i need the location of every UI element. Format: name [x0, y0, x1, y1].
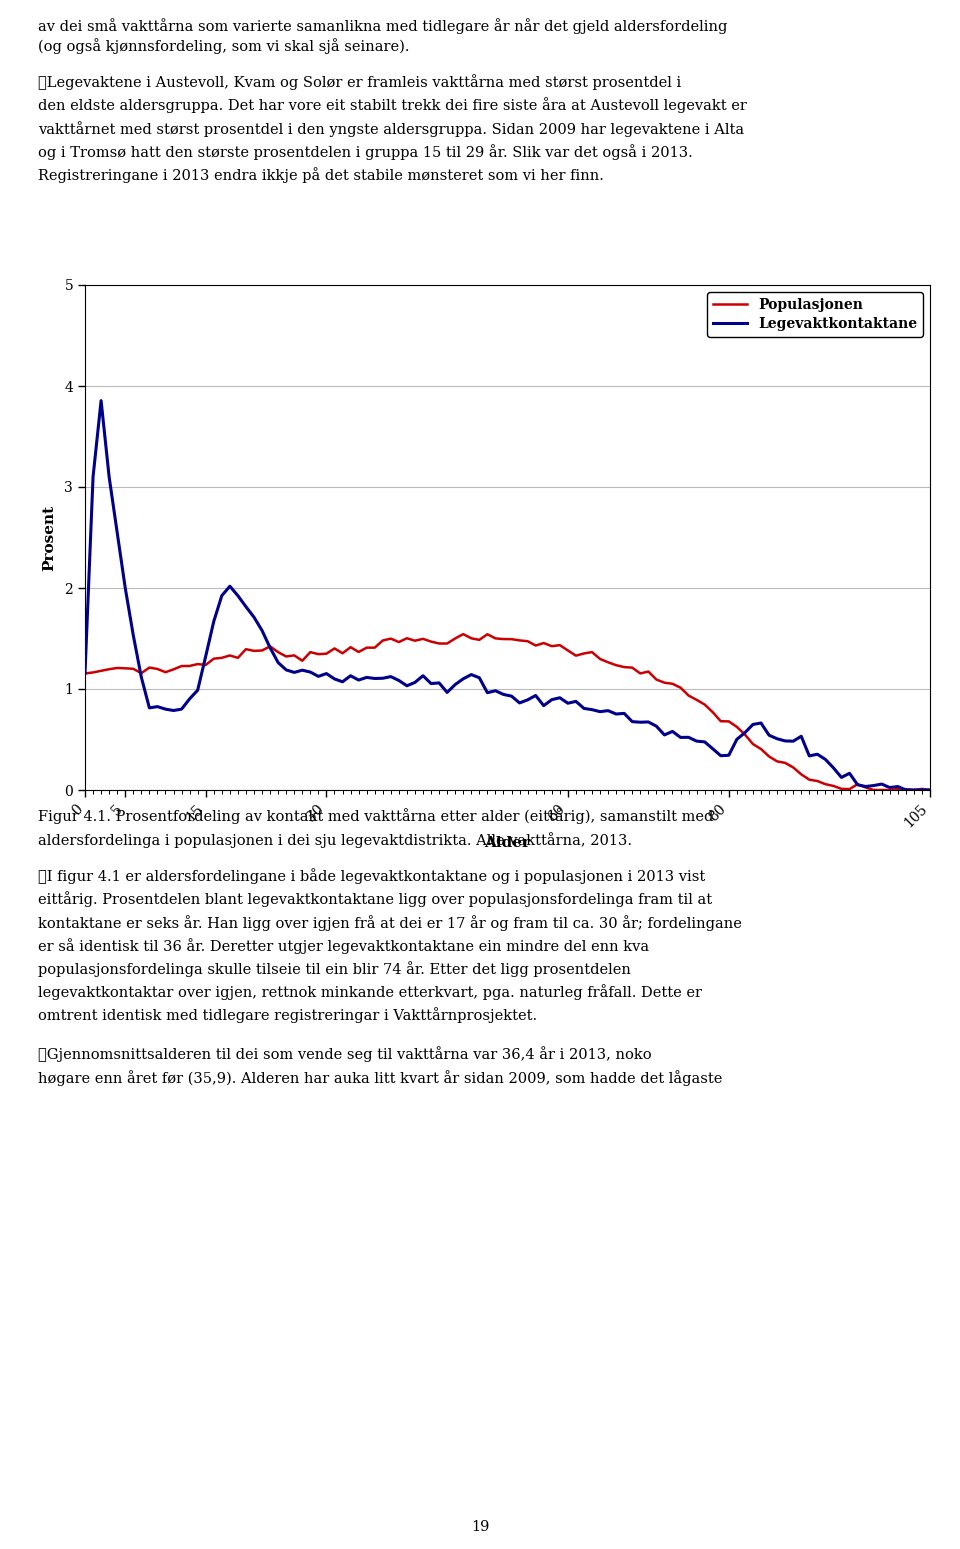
Text: legevaktkontaktar over igjen, rettnok minkande etterkvart, pga. naturleg fråfall: legevaktkontaktar over igjen, rettnok mi…: [38, 984, 703, 1001]
Populasjonen: [666, 674, 678, 692]
Legend: Populasjonen, Legevaktkontaktane: Populasjonen, Legevaktkontaktane: [707, 291, 924, 336]
Legevaktkontaktane: [587, 700, 598, 719]
Populasjonen: [635, 665, 646, 683]
Text: er så identisk til 36 år. Deretter utgjer legevaktkontaktane ein mindre del enn : er så identisk til 36 år. Deretter utgje…: [38, 937, 650, 954]
Populasjonen: [458, 624, 469, 643]
Text: omtrent identisk med tidlegare registreringar i Vakttårnprosjektet.: omtrent identisk med tidlegare registrer…: [38, 1007, 538, 1024]
Legevaktkontaktane: [924, 781, 936, 799]
Populasjonen: [578, 644, 589, 663]
Text: aldersfordelinga i populasjonen i dei sju legevaktdistrikta. Alle vakttårna, 201: aldersfordelinga i populasjonen i dei sj…: [38, 832, 633, 847]
Legevaktkontaktane: [578, 699, 589, 717]
Text: av dei små vakttårna som varierte samanlikna med tidlegare år når det gjeld alde: av dei små vakttårna som varierte samanl…: [38, 19, 728, 34]
Text: vakttårnet med størst prosentdel i den yngste aldersgruppa. Sidan 2009 har legev: vakttårnet med størst prosentdel i den y…: [38, 121, 745, 136]
Populasjonen: [104, 660, 115, 678]
Text: Registreringane i 2013 endra ikkje på det stabile mønsteret som vi her finn.: Registreringane i 2013 endra ikkje på de…: [38, 167, 604, 183]
Populasjonen: [868, 781, 879, 799]
Y-axis label: Prosent: Prosent: [42, 505, 56, 570]
Legevaktkontaktane: [95, 392, 107, 410]
Text: Gjennomsnittsalderen til dei som vende seg til vakttårna var 36,4 år i 2013, nok: Gjennomsnittsalderen til dei som vende s…: [38, 1047, 652, 1063]
Populasjonen: [924, 781, 936, 799]
Legevaktkontaktane: [820, 750, 831, 768]
Line: Populasjonen: Populasjonen: [85, 634, 930, 790]
Populasjonen: [80, 665, 91, 683]
Text: (og også kjønnsfordeling, som vi skal sjå seinare).: (og også kjønnsfordeling, som vi skal sj…: [38, 39, 410, 54]
Text: høgare enn året før (35,9). Alderen har auka litt kvart år sidan 2009, som hadde: høgare enn året før (35,9). Alderen har …: [38, 1070, 723, 1086]
Text: I figur 4.1 er aldersfordelingane i både legevaktkontaktane og i populasjonen i : I figur 4.1 er aldersfordelingane i både…: [38, 869, 706, 884]
Legevaktkontaktane: [900, 781, 912, 799]
Legevaktkontaktane: [635, 713, 646, 731]
Text: og i Tromsø hatt den største prosentdelen i gruppa 15 til 29 år. Slik var det og: og i Tromsø hatt den største prosentdele…: [38, 144, 693, 160]
Populasjonen: [820, 774, 831, 793]
Text: kontaktane er seks år. Han ligg over igjen frå at dei er 17 år og fram til ca. 3: kontaktane er seks år. Han ligg over igj…: [38, 915, 742, 931]
Legevaktkontaktane: [666, 722, 678, 740]
Text: Legevaktene i Austevoll, Kvam og Solør er framleis vakttårna med størst prosentd: Legevaktene i Austevoll, Kvam og Solør e…: [38, 74, 682, 90]
X-axis label: Alder: Alder: [485, 836, 531, 850]
Text: populasjonsfordelinga skulle tilseie til ein blir 74 år. Etter det ligg prosentd: populasjonsfordelinga skulle tilseie til…: [38, 960, 632, 977]
Text: eittårig. Prosentdelen blant legevaktkontaktane ligg over populasjonsfordelinga : eittårig. Prosentdelen blant legevaktkon…: [38, 892, 712, 908]
Legevaktkontaktane: [111, 524, 123, 542]
Text: Figur 4.1. Prosentfordeling av kontakt med vakttårna etter alder (eittårig), sam: Figur 4.1. Prosentfordeling av kontakt m…: [38, 809, 714, 824]
Text: 19: 19: [470, 1520, 490, 1534]
Line: Legevaktkontaktane: Legevaktkontaktane: [85, 401, 930, 790]
Populasjonen: [587, 643, 598, 661]
Legevaktkontaktane: [80, 665, 91, 683]
Text: den eldste aldersgruppa. Det har vore eit stabilt trekk dei fire siste åra at Au: den eldste aldersgruppa. Det har vore ei…: [38, 98, 747, 113]
